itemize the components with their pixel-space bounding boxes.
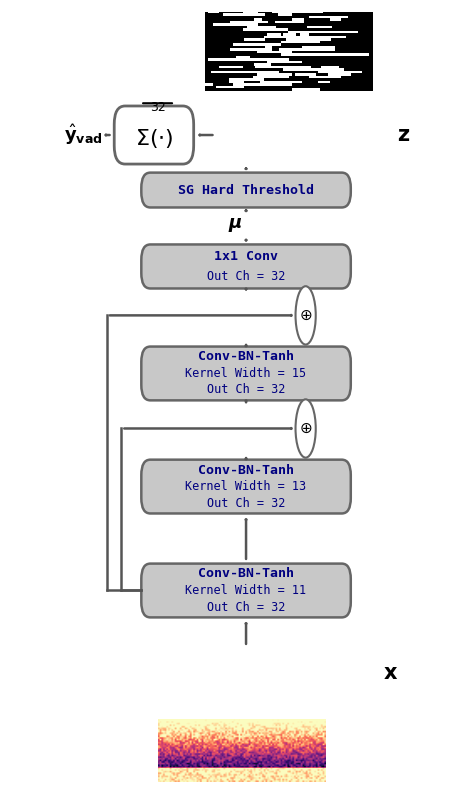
FancyBboxPatch shape (141, 564, 351, 618)
Text: Kernel Width = 11: Kernel Width = 11 (185, 584, 307, 597)
FancyBboxPatch shape (141, 346, 351, 400)
Text: 32: 32 (150, 101, 165, 114)
Text: SG Hard Threshold: SG Hard Threshold (178, 183, 314, 197)
Text: Conv-BN-Tanh: Conv-BN-Tanh (198, 350, 294, 364)
FancyBboxPatch shape (141, 172, 351, 207)
Text: 1x1 Conv: 1x1 Conv (214, 249, 278, 263)
Text: $\oplus$: $\oplus$ (299, 308, 312, 323)
Text: Kernel Width = 13: Kernel Width = 13 (185, 480, 307, 493)
Text: $\mathbf{x}$: $\mathbf{x}$ (383, 663, 398, 683)
Text: Out Ch = 32: Out Ch = 32 (207, 384, 285, 396)
Text: $\hat{\mathbf{y}}_{\mathbf{vad}}$: $\hat{\mathbf{y}}_{\mathbf{vad}}$ (64, 122, 103, 148)
Text: $\Sigma(\cdot)$: $\Sigma(\cdot)$ (135, 126, 173, 149)
FancyBboxPatch shape (141, 245, 351, 288)
Text: Out Ch = 32: Out Ch = 32 (207, 496, 285, 510)
Text: Conv-BN-Tanh: Conv-BN-Tanh (198, 464, 294, 476)
Text: $\oplus$: $\oplus$ (299, 421, 312, 436)
Ellipse shape (295, 286, 316, 345)
Text: $\mathbf{z}$: $\mathbf{z}$ (397, 125, 410, 145)
Text: Kernel Width = 15: Kernel Width = 15 (185, 367, 307, 380)
Ellipse shape (295, 399, 316, 457)
Text: Out Ch = 32: Out Ch = 32 (207, 600, 285, 614)
FancyBboxPatch shape (114, 106, 194, 164)
Text: Conv-BN-Tanh: Conv-BN-Tanh (198, 568, 294, 580)
FancyBboxPatch shape (141, 460, 351, 514)
Text: Out Ch = 32: Out Ch = 32 (207, 271, 285, 283)
Text: $\boldsymbol{\mu}$: $\boldsymbol{\mu}$ (228, 216, 242, 234)
